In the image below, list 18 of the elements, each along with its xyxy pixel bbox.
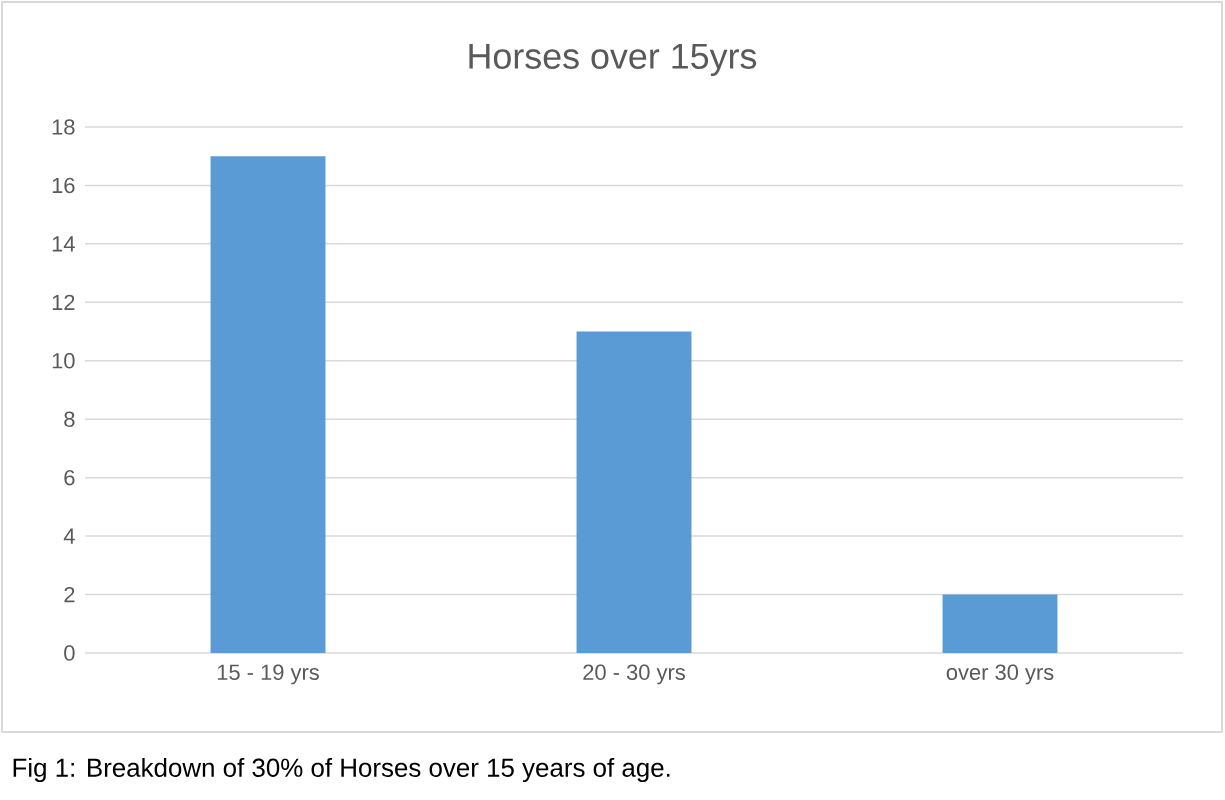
y-tick-label: 10 (52, 352, 75, 369)
x-tick-label: over 30 yrs (946, 664, 1054, 685)
chart-title: Horses over 15yrs (469, 43, 757, 77)
bar (942, 594, 1058, 653)
y-tick-label: 0 (64, 645, 75, 661)
y-tick-label: 14 (52, 236, 75, 252)
x-tick-label: 15 - 19 yrs (217, 664, 319, 685)
caption: Fig 1: Breakdown of 30% of Horses over 15 years of age. (13, 757, 670, 783)
y-tick-label: 6 (64, 469, 75, 486)
y-tick-label: 12 (52, 294, 75, 310)
bar (210, 156, 326, 653)
y-tick-label: 18 (52, 119, 75, 135)
y-tick-label: 4 (63, 528, 75, 544)
bar (576, 331, 692, 653)
y-tick-label: 16 (52, 177, 75, 194)
y-tick-label: 8 (64, 411, 75, 427)
x-tick-label: 20 - 30 yrs (583, 664, 685, 685)
y-tick-label: 2 (64, 586, 75, 603)
